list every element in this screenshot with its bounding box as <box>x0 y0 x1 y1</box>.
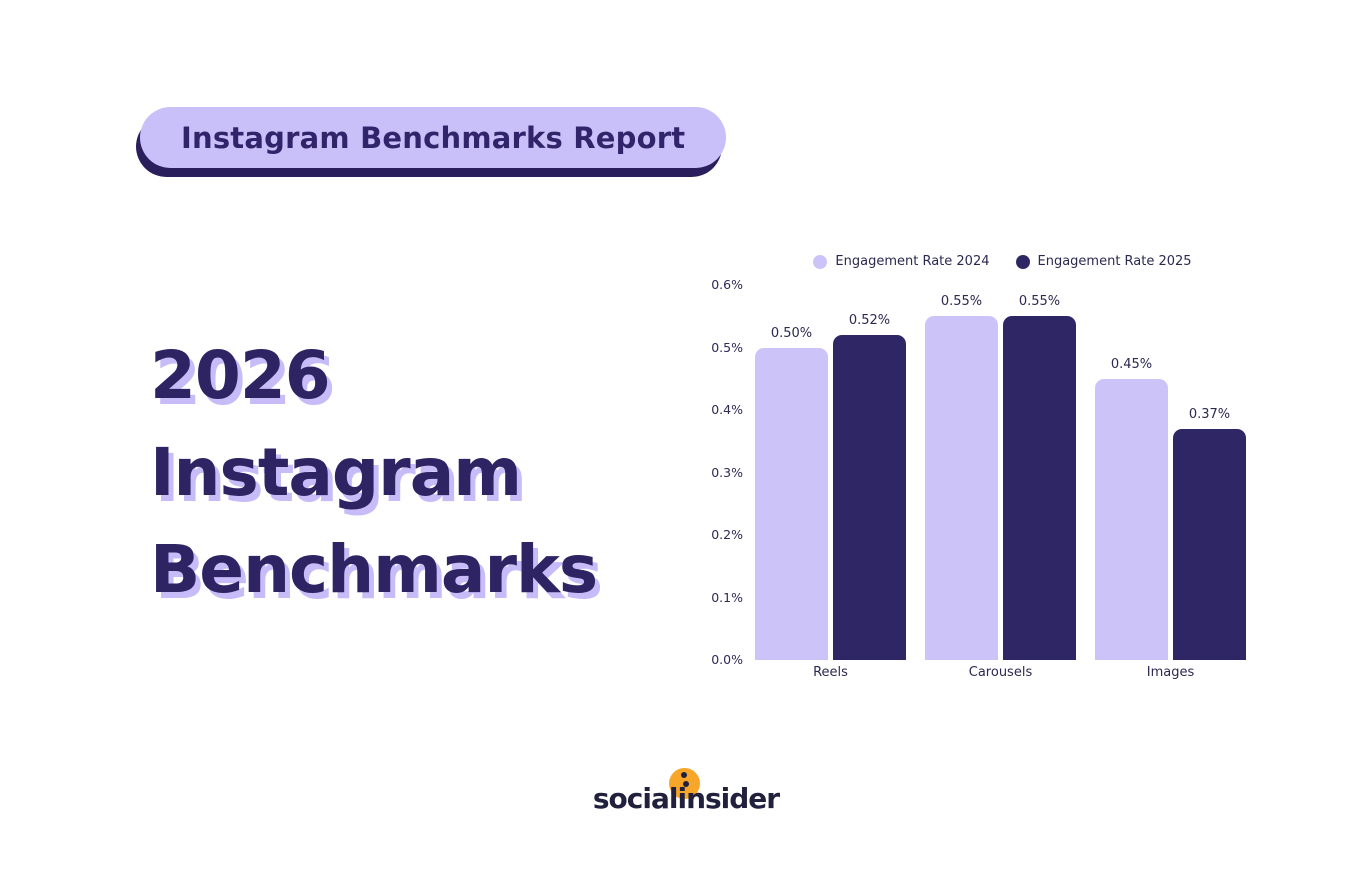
y-axis-tick-label: 0.5% <box>711 339 743 355</box>
legend-item: Engagement Rate 2025 <box>1015 254 1192 269</box>
y-axis-tick-label: 0.6% <box>711 277 743 292</box>
bar-value-label-reels-2025: 0.52% <box>848 313 891 328</box>
x-axis-category-label: Images <box>1146 665 1195 680</box>
logo-wordmark: socialinsider <box>592 782 780 815</box>
y-axis-tick-label: 0.0% <box>711 652 743 667</box>
socialinsider-logo: socialinsider <box>592 768 780 815</box>
page-title-line-3: Benchmarks <box>150 531 598 608</box>
x-axis-category-label: Reels <box>813 665 848 680</box>
bar-value-label-images-2025: 0.37% <box>1188 406 1231 422</box>
bar-reels-2024 <box>755 347 828 660</box>
legend-label: Engagement Rate 2025 <box>1037 254 1192 269</box>
legend-dot-icon <box>813 254 828 269</box>
page-title-line-2: Instagram <box>150 434 522 511</box>
y-axis-tick-label: 0.1% <box>711 589 743 605</box>
bar-images-2024 <box>1095 378 1168 660</box>
bar-carousels-2025 <box>1003 316 1076 660</box>
bar-reels-2025 <box>833 335 906 660</box>
footer-logo-row: socialinsider <box>0 768 1372 815</box>
legend-item: Engagement Rate 2024 <box>813 254 990 269</box>
legend-dot-icon <box>1015 254 1030 269</box>
y-axis-tick-label: 0.3% <box>711 464 743 480</box>
bar-carousels-2024 <box>925 316 998 660</box>
logo-smiley-icon <box>668 768 700 799</box>
bar-value-label-carousels-2024: 0.55% <box>940 294 983 310</box>
chart-legend: Engagement Rate 2024 Engagement Rate 2025 <box>755 254 1250 269</box>
bar-value-label-reels-2024: 0.50% <box>770 325 813 341</box>
legend-label: Engagement Rate 2024 <box>835 254 990 269</box>
bar-value-label-images-2024: 0.45% <box>1110 356 1153 372</box>
logo-eye-dot-icon <box>682 781 689 787</box>
bar-images-2025 <box>1173 428 1246 660</box>
report-badge: Instagram Benchmarks Report <box>140 107 727 168</box>
report-badge-label: Instagram Benchmarks Report <box>181 120 686 155</box>
x-axis-category-label: Carousels <box>968 665 1033 680</box>
y-axis-tick-label: 0.4% <box>711 402 743 417</box>
page-title-line-1: 2026 <box>150 337 331 414</box>
bar-value-label-carousels-2025: 0.55% <box>1018 294 1061 310</box>
page-title: 2026 Instagram Benchmarks <box>150 327 598 618</box>
y-axis-tick-label: 0.2% <box>711 527 743 542</box>
logo-eye-dot-icon <box>680 772 687 778</box>
